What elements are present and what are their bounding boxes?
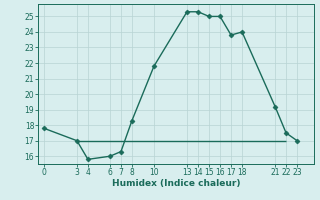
X-axis label: Humidex (Indice chaleur): Humidex (Indice chaleur) — [112, 179, 240, 188]
